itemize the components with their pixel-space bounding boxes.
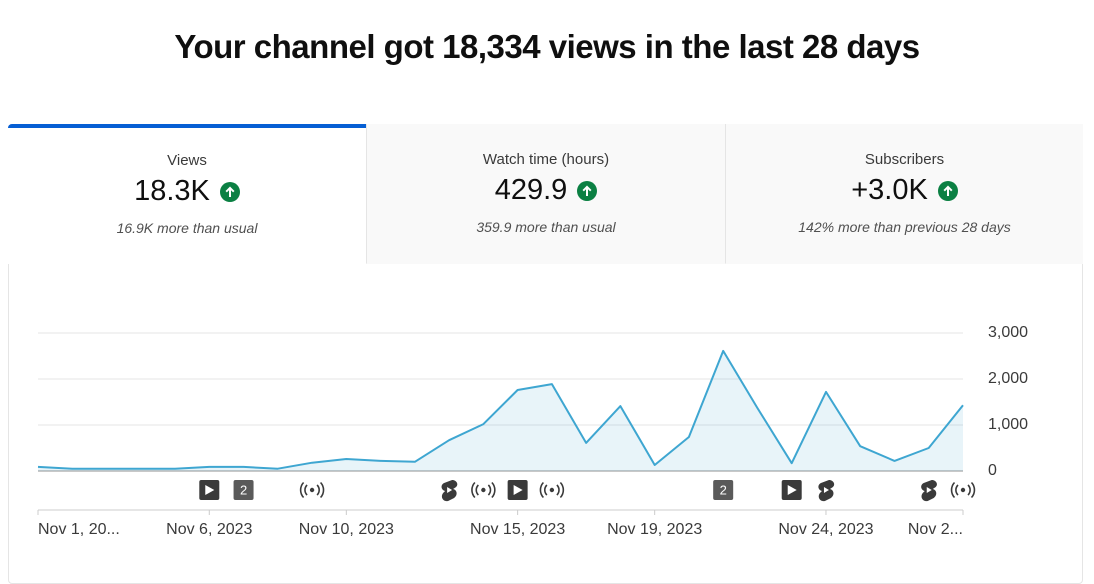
x-tick-label: Nov 19, 2023 bbox=[607, 521, 702, 538]
x-tick-label: Nov 10, 2023 bbox=[299, 521, 394, 538]
x-tick-label: Nov 6, 2023 bbox=[166, 521, 252, 538]
page-title: Your channel got 18,334 views in the las… bbox=[174, 28, 920, 65]
short-play bbox=[926, 487, 932, 493]
badge-icon bbox=[233, 480, 254, 500]
live-dot bbox=[481, 487, 486, 493]
tab-value-row: 18.3K bbox=[8, 175, 366, 208]
content-marker bbox=[199, 480, 220, 500]
tab-value: +3.0K bbox=[851, 174, 928, 206]
live-waves bbox=[299, 481, 325, 499]
tab-value: 429.9 bbox=[494, 174, 568, 206]
content-marker: 2 bbox=[233, 480, 254, 500]
tab-value-row: 429.9 bbox=[367, 174, 725, 207]
badge-icon bbox=[713, 480, 734, 500]
play-triangle bbox=[513, 485, 523, 495]
metric-tab[interactable]: Watch time (hours) 429.9 359.9 more than u… bbox=[366, 124, 725, 264]
up-icon bbox=[577, 180, 598, 201]
y-tick-label: 1,000 bbox=[988, 416, 1028, 433]
x-tick-label: Nov 15, 2023 bbox=[470, 521, 565, 538]
y-tick-label: 0 bbox=[988, 462, 997, 479]
line bbox=[37, 349, 964, 470]
x-tick-label: Nov 2... bbox=[908, 521, 963, 538]
y-tick-label: 3,000 bbox=[988, 324, 1028, 341]
content-marker bbox=[441, 480, 458, 502]
live-dot bbox=[549, 487, 555, 493]
content-marker bbox=[781, 480, 802, 500]
play-triangle bbox=[205, 485, 215, 495]
chart: 0 1,000 2,000 3,000 Nov 1, 20... Nov 6, 2023 N… bbox=[37, 324, 1028, 538]
tab-label: Views bbox=[167, 152, 207, 169]
live-waves bbox=[539, 481, 565, 499]
tab-note: 142% more than previous 28 days bbox=[798, 219, 1011, 235]
content-marker bbox=[921, 480, 937, 502]
tab-label: Subscribers bbox=[864, 151, 945, 168]
tab-value: 18.3K bbox=[134, 175, 210, 207]
content-marker bbox=[471, 481, 496, 499]
tab-label: Watch time (hours) bbox=[482, 151, 610, 168]
area-fill bbox=[38, 350, 963, 471]
live-dot bbox=[960, 487, 966, 493]
short-play bbox=[823, 487, 829, 493]
page: {"header": {"title": "Your channel got 1… bbox=[8, 28, 1083, 584]
badge-count: 2 bbox=[240, 482, 247, 497]
x-tick-label: Nov 24, 2023 bbox=[778, 521, 873, 538]
content-marker bbox=[818, 480, 835, 502]
up-icon bbox=[219, 181, 240, 202]
content-marker: 2 bbox=[713, 480, 734, 500]
metric-tab[interactable]: Subscribers +3.0K 142% more than previous … bbox=[725, 124, 1083, 264]
live-waves bbox=[950, 481, 976, 499]
x-tick-label: Nov 1, 20... bbox=[38, 521, 120, 538]
tab-note: 359.9 more than usual bbox=[476, 219, 616, 235]
content-marker bbox=[299, 481, 325, 499]
live-waves bbox=[471, 481, 496, 499]
content-marker bbox=[539, 481, 565, 499]
live-dot bbox=[309, 487, 315, 493]
tab-value-row: +3.0K bbox=[726, 174, 1083, 207]
y-tick-label: 2,000 bbox=[988, 370, 1028, 387]
up-icon bbox=[937, 180, 958, 201]
content-marker bbox=[507, 480, 528, 500]
play-triangle bbox=[787, 485, 797, 495]
content-marker bbox=[950, 481, 976, 499]
badge-count: 2 bbox=[720, 482, 727, 497]
tab-note: 16.9K more than usual bbox=[116, 220, 258, 236]
metric-tab[interactable]: Views 18.3K 16.9K more than usual bbox=[8, 124, 366, 264]
short-play bbox=[447, 487, 453, 493]
